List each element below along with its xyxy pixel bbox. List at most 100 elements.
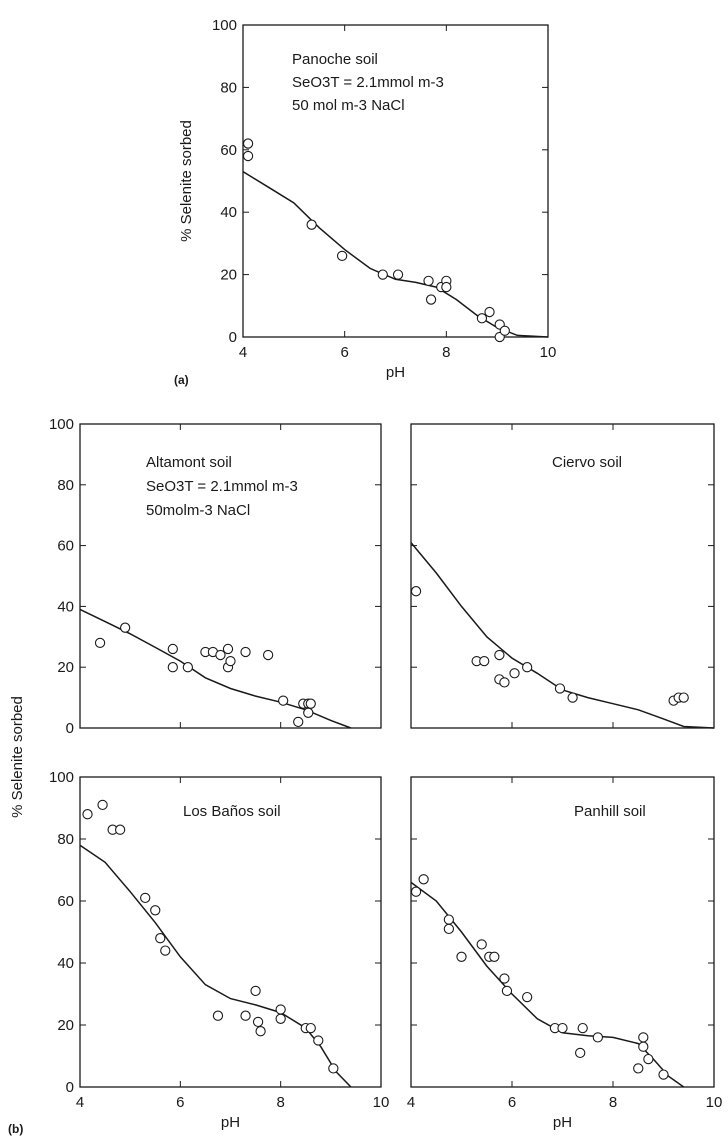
data-point: [443, 914, 455, 925]
data-point: [240, 646, 251, 658]
data-point: [215, 649, 226, 661]
data-point: [182, 662, 194, 673]
x-tick-label: 8: [276, 1094, 284, 1111]
fitted-curve-losbanos: [79, 844, 352, 1088]
data-point: [155, 933, 166, 944]
data-point: [250, 985, 261, 997]
x-axis-label: pH: [221, 1114, 240, 1131]
data-point: [242, 138, 254, 149]
x-tick-label: 4: [407, 1094, 415, 1111]
x-tick-label: 10: [706, 1094, 723, 1111]
panel-annotation: Altamont soil: [146, 454, 232, 471]
panel-annotation: 50molm-3 NaCl: [146, 502, 250, 519]
y-tick-label: 40: [57, 598, 74, 615]
panel-annotation: 50 mol m-3 NaCl: [292, 97, 405, 114]
data-point: [476, 939, 487, 950]
data-point: [120, 622, 131, 633]
fitted-curve-a: [242, 170, 549, 338]
data-point: [658, 1069, 669, 1080]
y-tick-label: 60: [57, 893, 74, 910]
data-point: [509, 668, 520, 679]
data-point: [499, 325, 510, 336]
plot-frame-ciervo: [410, 423, 715, 729]
data-point: [255, 1026, 266, 1037]
y-tick-label: 60: [220, 142, 237, 159]
data-point: [167, 643, 178, 655]
panel-annotation: Ciervo soil: [552, 454, 622, 471]
data-point: [592, 1032, 603, 1043]
data-point: [140, 892, 151, 904]
data-point: [160, 945, 171, 956]
data-point: [275, 1013, 286, 1024]
data-point: [494, 649, 505, 661]
x-tick-label: 8: [442, 344, 450, 361]
data-point: [557, 1022, 568, 1034]
data-point: [410, 886, 422, 897]
y-tick-label: 80: [57, 477, 74, 494]
data-point: [501, 985, 513, 997]
y-tick-label: 40: [220, 204, 237, 221]
data-point: [313, 1035, 324, 1046]
y-tick-label: 0: [229, 329, 237, 346]
y-tick-label: 20: [220, 267, 237, 284]
data-point: [94, 637, 106, 649]
plot-frame-altamont: [79, 423, 382, 729]
x-tick-label: 8: [609, 1094, 617, 1111]
data-point: [441, 281, 452, 293]
y-tick-label: 20: [57, 1017, 74, 1034]
data-point: [303, 707, 314, 718]
plot-frame-panhill: [410, 776, 715, 1088]
data-point: [252, 1016, 264, 1028]
x-tick-label: 6: [176, 1094, 184, 1111]
data-point: [476, 313, 488, 324]
data-point: [643, 1053, 654, 1065]
data-point: [262, 649, 274, 661]
data-point: [392, 269, 404, 280]
data-point: [638, 1041, 649, 1052]
data-point: [305, 698, 316, 709]
data-point: [212, 1010, 224, 1021]
data-point: [499, 677, 510, 688]
data-point: [678, 692, 689, 703]
data-point: [484, 306, 495, 318]
data-point: [425, 294, 437, 305]
data-point: [377, 269, 388, 280]
y-tick-label: 0: [66, 720, 74, 737]
data-point: [305, 1022, 316, 1034]
panel-annotation: Panhill soil: [574, 803, 646, 820]
data-point: [240, 1010, 251, 1021]
fitted-curve-panhill: [410, 881, 685, 1088]
panel-annotation: SeO3T = 2.1mmol m-3: [292, 74, 444, 91]
x-tick-label: 6: [340, 344, 348, 361]
data-point: [456, 951, 467, 962]
y-tick-label: 20: [57, 659, 74, 676]
data-point: [225, 655, 236, 667]
panel-annotation: Panoche soil: [292, 51, 378, 68]
y-tick-label: 100: [49, 416, 74, 433]
data-point: [418, 874, 429, 885]
data-point: [97, 799, 108, 811]
data-point: [423, 275, 434, 286]
data-point: [522, 662, 533, 673]
panel-annotation: Los Baños soil: [183, 803, 281, 820]
data-point: [577, 1022, 588, 1034]
data-point: [306, 219, 317, 230]
data-point: [278, 695, 289, 706]
data-point: [242, 150, 254, 162]
data-point: [328, 1063, 339, 1074]
data-point: [410, 586, 422, 597]
y-tick-label: 60: [57, 538, 74, 555]
data-point: [554, 683, 566, 694]
data-point: [82, 809, 93, 820]
y-tick-label: 40: [57, 955, 74, 972]
x-tick-label: 10: [373, 1094, 390, 1111]
data-point: [222, 643, 234, 655]
x-tick-label: 4: [76, 1094, 84, 1111]
data-point: [443, 923, 455, 935]
y-tick-label: 100: [212, 17, 237, 34]
y-tick-label: 80: [57, 831, 74, 848]
data-point: [293, 716, 304, 728]
x-tick-label: 6: [508, 1094, 516, 1111]
y-tick-label: 80: [220, 79, 237, 96]
